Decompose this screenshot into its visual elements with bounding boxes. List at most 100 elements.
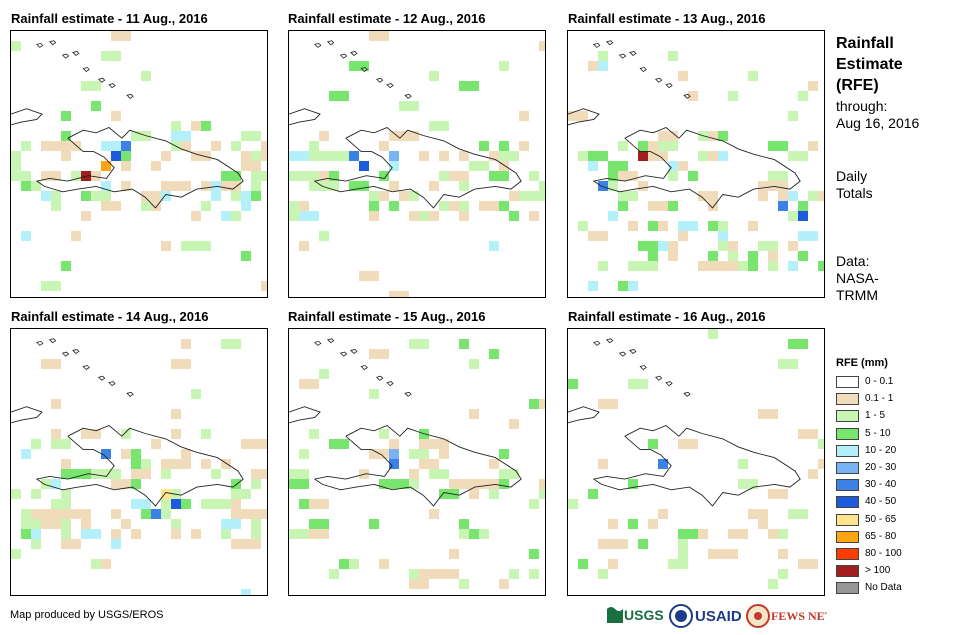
rainfall-cell [151, 439, 161, 449]
rainfall-cell [389, 201, 399, 211]
rainfall-cell [131, 499, 151, 509]
rainfall-cell [778, 181, 788, 191]
rainfall-cell [21, 181, 31, 191]
rainfall-cell [808, 141, 818, 151]
rainfall-cell [181, 141, 191, 151]
islet [97, 77, 106, 83]
rainfall-cell [748, 251, 758, 261]
rainfall-cell [449, 549, 459, 559]
rainfall-cell [121, 181, 131, 191]
rainfall-cell [808, 191, 818, 201]
rainfall-cell [568, 499, 578, 509]
rainfall-cell [668, 251, 678, 261]
panel-title-4: Rainfall estimate - 14 Aug., 2016 [11, 309, 209, 324]
rainfall-cell [449, 479, 469, 489]
rainfall-cell [111, 529, 121, 539]
rainfall-cell [748, 221, 758, 231]
rainfall-cell [758, 409, 778, 419]
rainfall-cell [81, 519, 91, 529]
rainfall-cell [61, 539, 81, 549]
panel-title-3: Rainfall estimate - 13 Aug., 2016 [568, 11, 766, 26]
rainfall-cell [349, 151, 359, 161]
rainfall-cell [21, 231, 31, 241]
legend-swatch [836, 393, 859, 406]
rainfall-cell [539, 479, 545, 489]
rainfall-cell [479, 201, 489, 211]
rainfall-cell [309, 171, 319, 181]
rainfall-cell [131, 529, 141, 539]
rainfall-cell [161, 191, 171, 201]
islet [36, 42, 44, 48]
rainfall-cell [111, 509, 121, 519]
usaid-logo: USAID [669, 604, 742, 628]
rainfall-cell [191, 389, 201, 399]
rainfall-cell [51, 499, 71, 509]
rainfall-cell [91, 559, 101, 569]
map-panel-6 [567, 328, 825, 596]
rainfall-cell [539, 181, 545, 191]
rainfall-cell [171, 529, 181, 539]
rainfall-cell [628, 519, 638, 529]
rainfall-cell [389, 449, 399, 459]
islet [360, 365, 368, 371]
legend-swatch [836, 496, 859, 509]
rainfall-cell [509, 419, 519, 429]
rainfall-cell [191, 121, 201, 131]
rainfall-cell [459, 211, 469, 221]
rainfall-cell [21, 449, 31, 459]
legend-swatch [836, 513, 859, 526]
rainfall-cell [608, 181, 618, 191]
rainfall-cell [409, 339, 429, 349]
rainfall-cell [678, 231, 688, 241]
rainfall-cell [539, 191, 545, 201]
rainfall-cell [648, 141, 658, 151]
rainfall-cell [389, 151, 399, 161]
rainfall-cell [101, 559, 111, 569]
islet [654, 77, 663, 83]
rainfall-cell [459, 181, 469, 191]
rainfall-cell [61, 131, 71, 141]
fews-net-logo-text: FEWS NET [771, 609, 827, 623]
rainfall-cell [758, 181, 768, 191]
rainfall-cell [91, 191, 111, 201]
rainfall-cell [241, 151, 251, 161]
legend-label: 0 - 0.1 [865, 376, 894, 387]
rainfall-cell [598, 181, 608, 191]
rainfall-cell [598, 51, 608, 61]
rainfall-cell [41, 281, 61, 291]
rainfall-cell [251, 479, 261, 489]
rainfall-cell [289, 469, 309, 479]
legend-label: 10 - 20 [865, 444, 897, 456]
rainfall-cell [768, 489, 788, 499]
through-date: Aug 16, 2016 [836, 115, 920, 131]
rainfall-cell [648, 151, 668, 161]
rainfall-cell [419, 569, 439, 579]
map-panel-3 [567, 30, 825, 298]
rainfall-cell [61, 261, 71, 271]
rainfall-cell [608, 161, 628, 171]
rainfall-cell [389, 291, 409, 297]
rainfall-cell [748, 71, 758, 81]
rainfall-cell [439, 151, 449, 161]
rainfall-cell [181, 241, 191, 251]
rainfall-cell [568, 379, 578, 389]
rainfall-cell [409, 191, 419, 201]
rainfall-cell [51, 201, 61, 211]
rainfall-cell [329, 91, 349, 101]
legend-label: 30 - 40 [865, 479, 897, 491]
map-credit: Map produced by USGS/EROS [10, 609, 164, 621]
rainfall-cell [788, 241, 798, 251]
islet [683, 391, 691, 397]
panel-title-2: Rainfall estimate - 12 Aug., 2016 [288, 11, 486, 26]
rainfall-cell [698, 261, 708, 271]
rainfall-cell [439, 489, 459, 499]
legend-label: No Data [865, 582, 902, 594]
coastline [289, 108, 321, 126]
rainfall-cell [191, 151, 211, 161]
rainfall-cell [788, 261, 798, 271]
rainfall-cell [439, 201, 449, 211]
legend-swatch [836, 530, 859, 543]
fews-net-logo: FEWS NET [746, 604, 833, 628]
rainfall-cell [241, 191, 251, 201]
rainfall-cell [429, 469, 449, 479]
